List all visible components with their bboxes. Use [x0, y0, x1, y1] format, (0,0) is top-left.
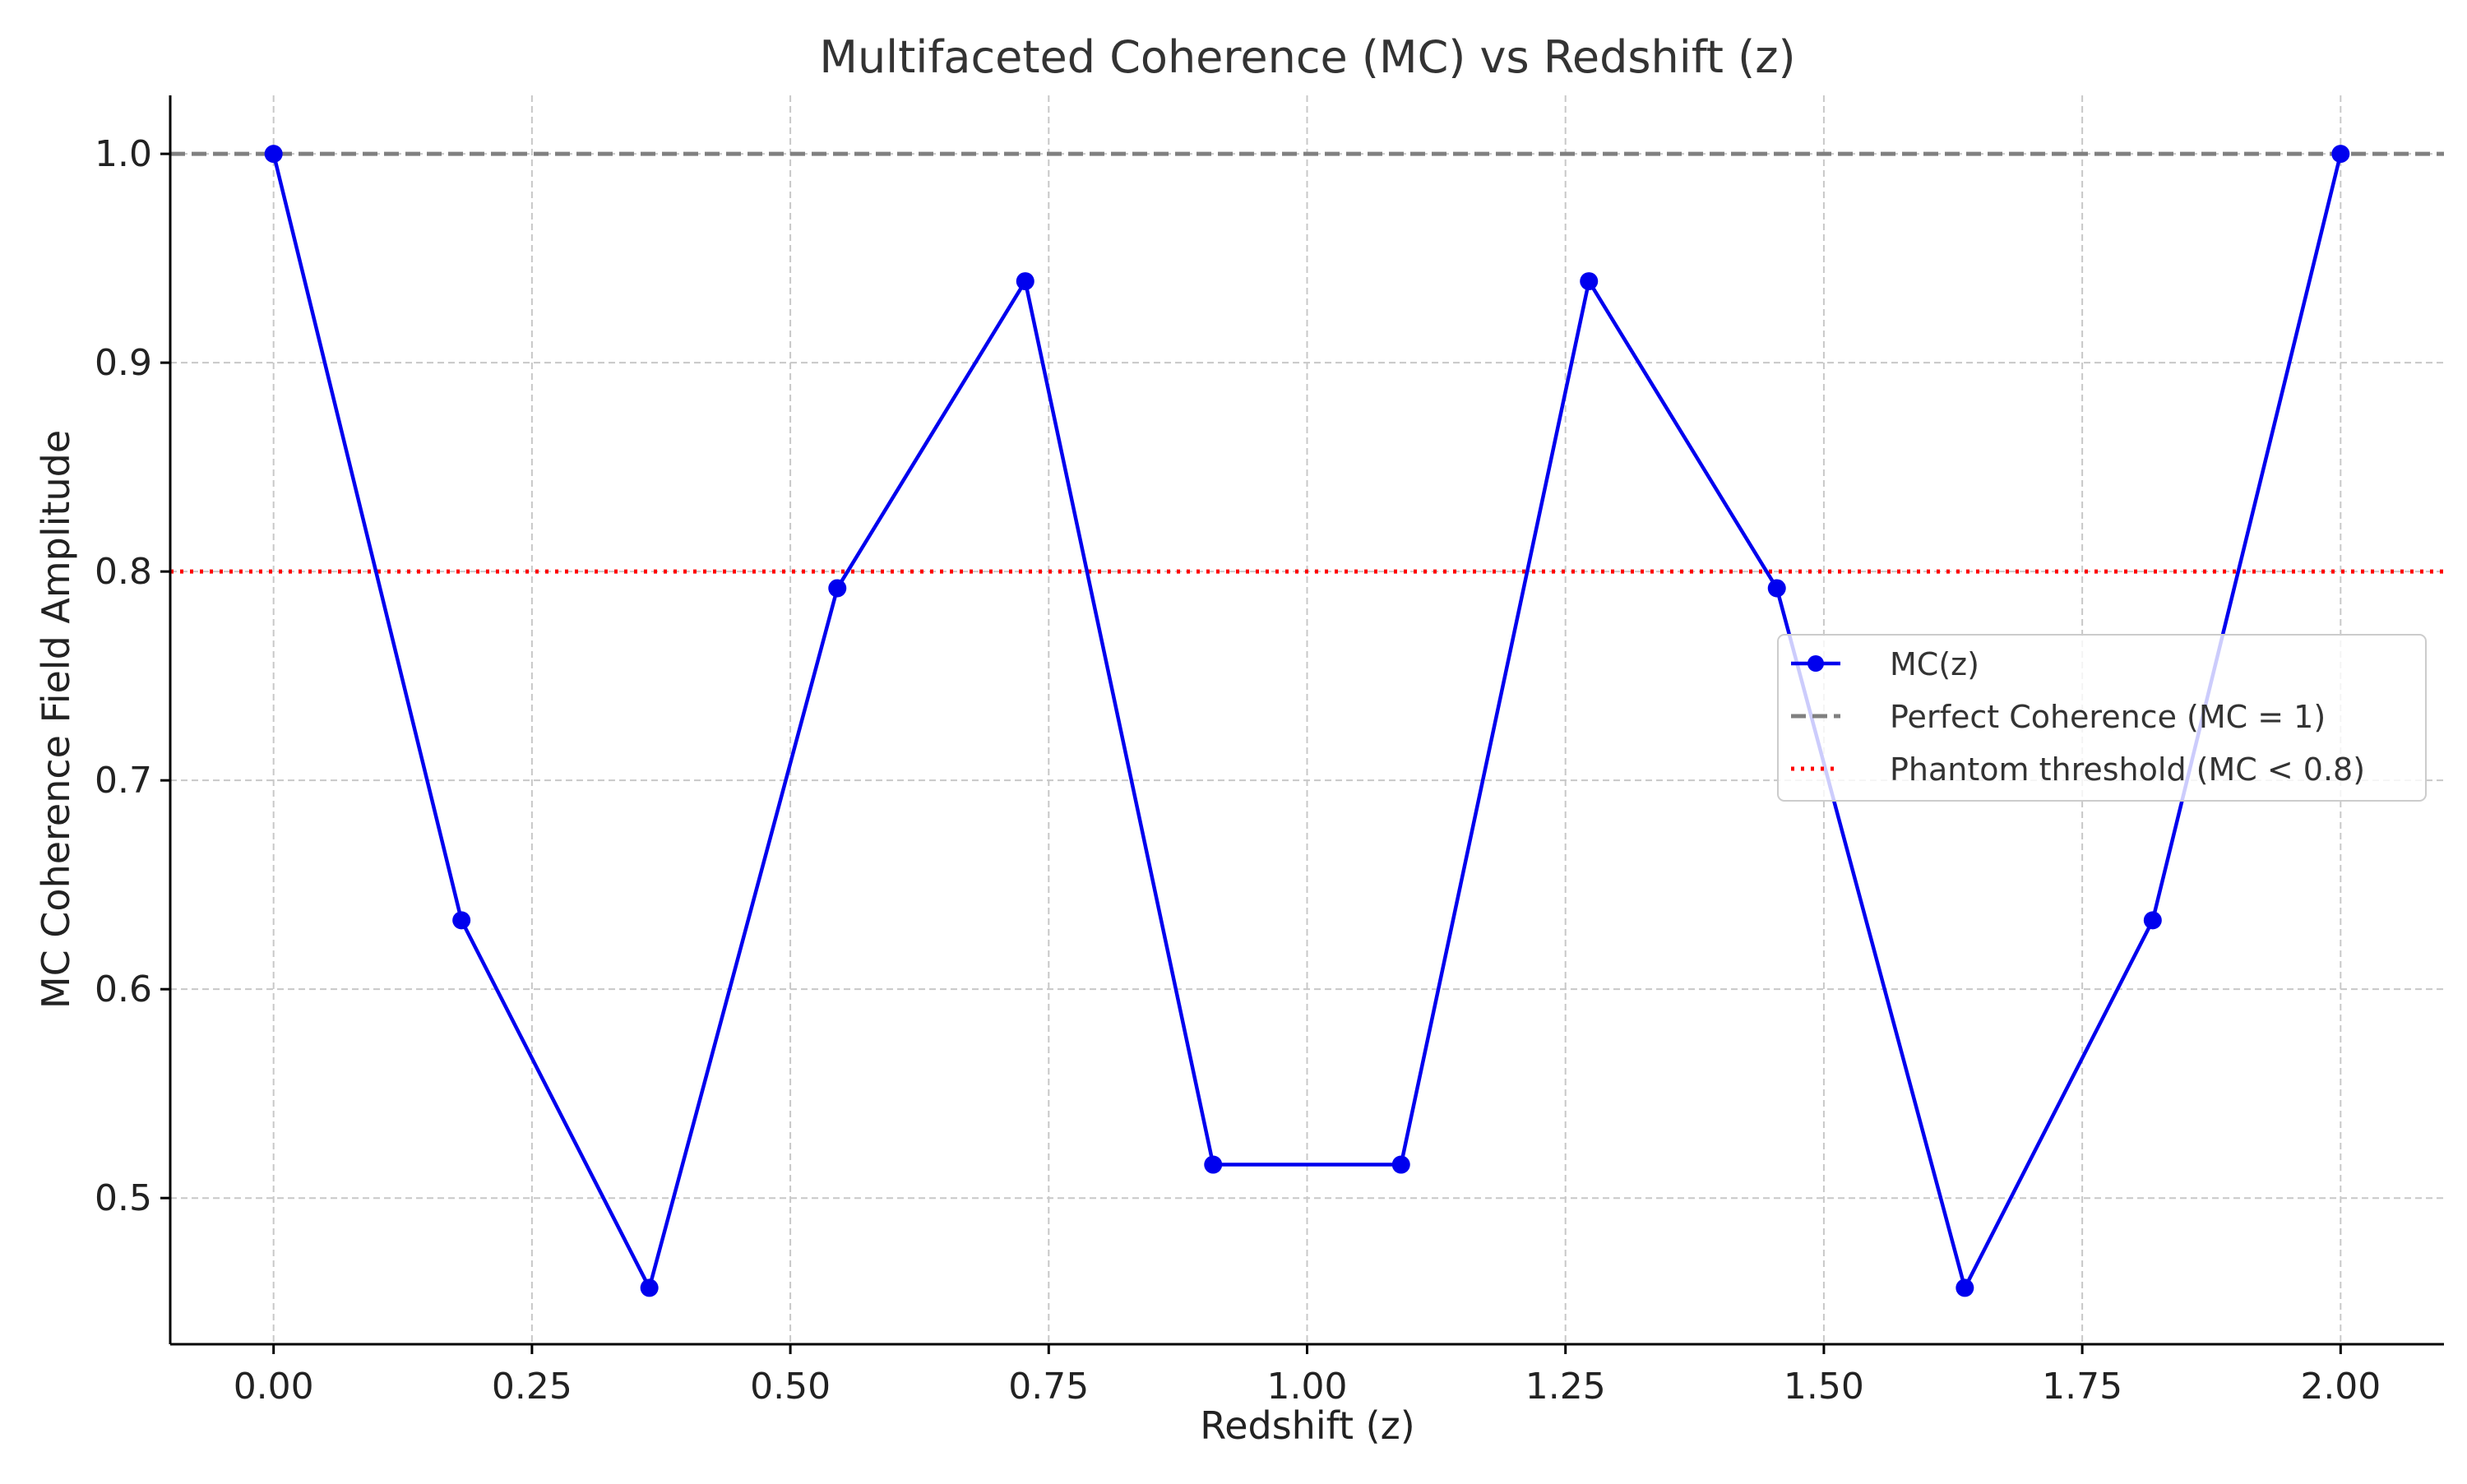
- x-tick-label: 1.50: [1784, 1366, 1864, 1408]
- y-tick-label: 0.6: [95, 969, 152, 1010]
- mc-data-point: [828, 579, 847, 598]
- x-tick-label: 0.25: [492, 1366, 572, 1408]
- x-tick-label: 0.75: [1008, 1366, 1089, 1408]
- y-tick-label: 0.5: [95, 1177, 152, 1219]
- legend-label-mc: MC(z): [1890, 646, 1979, 682]
- legend-label-perfect-coherence: Perfect Coherence (MC = 1): [1890, 699, 2326, 735]
- series-layer: [264, 145, 2350, 1297]
- x-tick-label: 1.75: [2042, 1366, 2122, 1408]
- x-tick-label: 0.50: [750, 1366, 831, 1408]
- x-tick-label: 1.00: [1267, 1366, 1348, 1408]
- legend-frame: [1777, 634, 2427, 802]
- y-tick-label: 1.0: [95, 133, 152, 175]
- reference-lines: [170, 151, 2444, 574]
- x-axis-label: Redshift (z): [1200, 1403, 1414, 1448]
- mc-data-point: [2331, 145, 2350, 164]
- x-tick-label: 1.25: [1525, 1366, 1606, 1408]
- y-tick-label: 0.9: [95, 342, 152, 384]
- axes: [160, 95, 2444, 1354]
- x-tick-label: 0.00: [234, 1366, 314, 1408]
- mc-data-point: [1956, 1278, 1974, 1297]
- mc-data-point: [1580, 272, 1599, 291]
- y-axis-label: MC Coherence Field Amplitude: [34, 430, 78, 1009]
- mc-series-line: [271, 153, 2343, 1290]
- mc-data-point: [264, 145, 283, 164]
- mc-data-point: [1016, 272, 1034, 291]
- mc-data-point: [1767, 579, 1786, 598]
- legend: MC(z) Perfect Coherence (MC = 1) Phantom…: [1777, 634, 2427, 802]
- legend-mc-marker-swatch: [1807, 655, 1824, 672]
- chart-title: Multifaceted Coherence (MC) vs Redshift …: [819, 31, 1795, 83]
- y-tick-label: 0.7: [95, 760, 152, 802]
- mc-data-point: [1391, 1155, 1410, 1174]
- legend-label-phantom-threshold: Phantom threshold (MC < 0.8): [1890, 751, 2365, 788]
- y-tick-label: 0.8: [95, 551, 152, 593]
- mc-data-point: [640, 1278, 659, 1297]
- x-tick-label: 2.00: [2300, 1366, 2381, 1408]
- tick-labels: 0.00 0.25 0.50 0.75 1.00 1.25 1.50 1.75 2.00 0.5 0…: [95, 133, 2381, 1408]
- mc-data-point: [2143, 911, 2162, 930]
- mc-data-point: [452, 911, 471, 930]
- mc-data-point: [1204, 1155, 1223, 1174]
